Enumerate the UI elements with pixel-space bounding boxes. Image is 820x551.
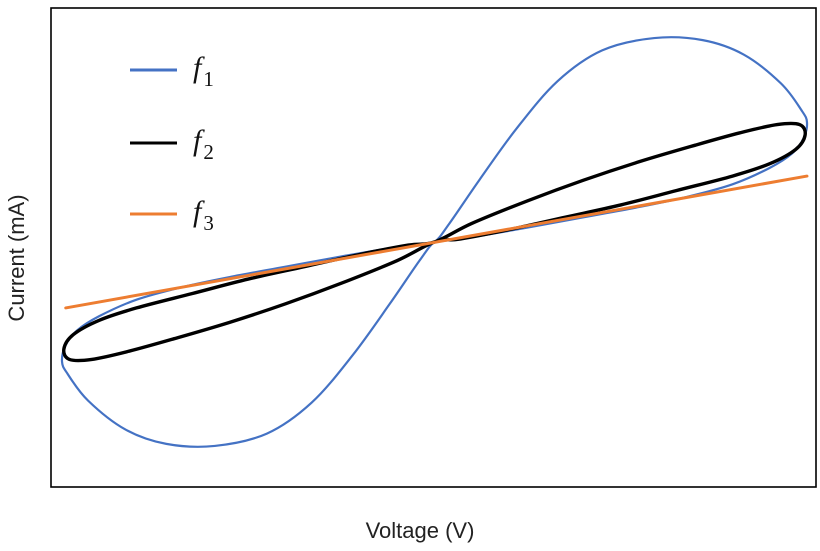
legend-subscript-f1: 1 (203, 67, 214, 91)
legend-subscript-f2: 2 (203, 140, 214, 164)
legend-label-f3: f3 (193, 195, 214, 235)
plot-frame (50, 7, 817, 488)
legend-label-f2: f2 (193, 124, 214, 164)
legend-label-f1: f1 (193, 51, 214, 91)
x-axis-title: Voltage (V) (366, 518, 475, 543)
legend: f1 f2 f3 (130, 51, 214, 235)
y-axis-title: Current (mA) (4, 194, 29, 321)
series-f3-line (64, 174, 809, 310)
legend-subscript-f3: 3 (203, 211, 214, 235)
curve-layer (60, 36, 809, 448)
